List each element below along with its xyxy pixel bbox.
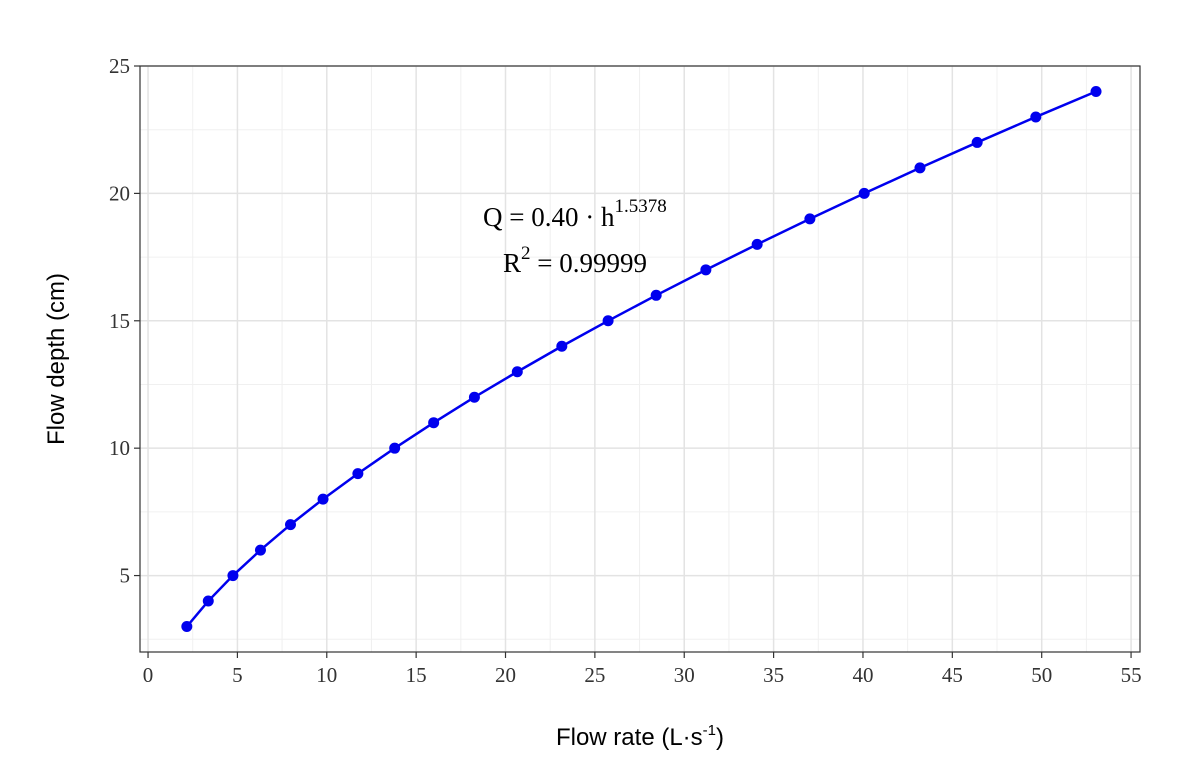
y-tick-label: 5 — [120, 564, 131, 588]
x-tick-label: 40 — [852, 663, 873, 687]
x-tick-label: 5 — [232, 663, 243, 687]
x-tick-label: 10 — [316, 663, 337, 687]
data-point — [700, 264, 712, 276]
data-point — [858, 187, 870, 199]
x-tick-label: 30 — [674, 663, 695, 687]
data-series — [181, 85, 1102, 633]
data-point — [227, 570, 239, 582]
x-tick-label: 45 — [942, 663, 963, 687]
x-tick-label: 20 — [495, 663, 516, 687]
y-tick-label: 10 — [109, 436, 130, 460]
data-point — [317, 493, 329, 505]
data-point — [914, 162, 926, 174]
data-point — [751, 238, 763, 250]
x-axis-label: Flow rate (L·s-1) — [556, 722, 724, 751]
gridlines — [140, 65, 1140, 652]
data-point — [511, 366, 523, 378]
x-tick-label: 35 — [763, 663, 784, 687]
y-tick-label: 15 — [109, 309, 130, 333]
data-point — [181, 621, 193, 633]
x-tick-label: 0 — [143, 663, 154, 687]
data-point — [971, 136, 983, 148]
x-tick-label: 25 — [584, 663, 605, 687]
data-point — [428, 417, 440, 429]
data-point — [602, 315, 614, 327]
x-tick-label: 55 — [1121, 663, 1142, 687]
plot-panel-border — [139, 65, 1141, 653]
r2-annotation: R2 = 0.99999 — [503, 243, 647, 278]
data-point — [352, 468, 364, 480]
x-tick-label: 50 — [1031, 663, 1052, 687]
data-point — [556, 340, 568, 352]
y-tick-label: 20 — [109, 181, 130, 205]
data-point — [1030, 111, 1042, 123]
equation-annotation: Q = 0.40 · h1.5378 — [483, 196, 667, 232]
x-tick-label: 15 — [406, 663, 427, 687]
y-tick-label: 25 — [109, 54, 130, 78]
data-point — [804, 213, 816, 225]
data-point — [468, 391, 480, 403]
data-point — [389, 442, 401, 454]
y-axis-label: Flow depth (cm) — [43, 273, 70, 445]
data-point — [202, 595, 214, 607]
data-point — [284, 519, 296, 531]
data-point — [254, 544, 266, 556]
data-point — [650, 289, 662, 301]
data-point — [1090, 85, 1102, 97]
series-line — [185, 90, 1097, 628]
